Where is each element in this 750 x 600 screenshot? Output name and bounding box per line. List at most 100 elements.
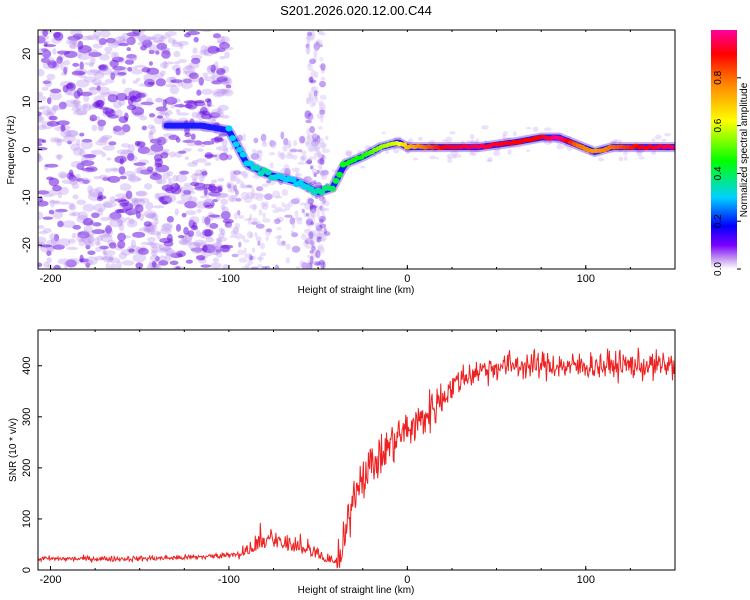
spectrogram-blob: [297, 161, 306, 165]
spectrogram-blob: [276, 216, 285, 223]
spectrogram-blob: [42, 30, 48, 37]
snr-y-tick-label: 400: [21, 357, 33, 375]
spectrogram-blob: [115, 66, 129, 71]
spectrogram-x-label: Height of straight line (km): [298, 285, 415, 296]
spectrogram-blob: [38, 124, 47, 131]
spectrogram-blob: [310, 204, 314, 208]
spectrogram-blob: [138, 227, 151, 232]
spectrogram-blob: [308, 91, 312, 99]
spectrogram-blob: [46, 239, 58, 245]
spectrogram-blob: [158, 243, 172, 251]
spectrogram-blob: [194, 246, 202, 254]
colorbar-ticks: 0.0 0.2 0.4 0.6 0.8: [713, 70, 741, 276]
spectrogram-blob: [66, 89, 79, 96]
spectrogram-blob: [173, 50, 181, 58]
spectrogram-blob: [310, 256, 315, 261]
spectrogram-blob: [270, 141, 277, 149]
spectrogram-blob: [216, 76, 228, 83]
spectrogram-blob: [62, 220, 76, 228]
spectrogram-blob: [168, 177, 173, 184]
spectrogram-blob: [179, 170, 189, 175]
spectrogram-blob: [295, 266, 301, 269]
spectrogram-blob: [106, 157, 112, 161]
spectrogram-blob: [204, 216, 211, 225]
spectrogram-blob: [310, 240, 315, 247]
spectrogram-blob: [306, 97, 310, 105]
spectrogram-blob: [109, 218, 123, 228]
spectrogram-blob: [218, 231, 225, 239]
spectrogram-blob: [164, 83, 177, 88]
spectrogram-blob: [618, 156, 624, 162]
snr-panel: -200 -100 0 100 0 100 200 300 400 Height of str…: [8, 329, 676, 596]
spectrogram-blob: [111, 168, 119, 173]
spectrogram-blob: [207, 46, 220, 54]
spectrogram-blob: [162, 222, 174, 229]
spectrogram-blob: [525, 126, 532, 130]
spectrogram-blob: [309, 204, 315, 212]
spectrogram-blob: [62, 85, 69, 93]
spectrogram-blob: [100, 216, 110, 222]
spectrogram-blob: [278, 243, 287, 247]
spectrogram-blob: [200, 251, 213, 257]
spectrogram-blob: [360, 165, 366, 169]
spectrogram-blob: [331, 169, 338, 173]
spectrogram-blob: [195, 255, 206, 261]
spectrogram-blob: [272, 209, 280, 214]
spectrogram-blob: [393, 136, 398, 141]
spectrogram-blob: [101, 152, 107, 158]
spectrogram-blob: [68, 203, 77, 211]
spectrogram-blob: [113, 130, 125, 136]
spectrogram-blob: [136, 92, 146, 98]
snr-frame: [37, 329, 676, 571]
ridge-cell: [671, 145, 675, 150]
spectrogram-blob: [216, 192, 229, 199]
spectrogram-blob: [160, 152, 169, 159]
spectrogram-blobs: [38, 30, 671, 269]
spectrogram-blob: [71, 232, 77, 239]
spectrogram-blob: [192, 247, 199, 252]
spectrogram-blob: [91, 212, 100, 219]
spectrogram-blob: [98, 37, 107, 45]
spectrogram-blob: [218, 104, 229, 111]
spectrogram-blob: [182, 139, 195, 143]
spectrogram-blob: [543, 127, 552, 132]
spectrogram-blob: [46, 250, 52, 256]
spectrogram-blob: [475, 138, 480, 142]
spectrogram-blob: [83, 76, 97, 83]
spectrogram-blob: [200, 264, 212, 268]
spectrogram-blob: [150, 249, 158, 257]
spectrogram-blob: [325, 135, 329, 141]
spectrogram-blob: [167, 37, 176, 44]
spectrogram-blob: [199, 106, 208, 115]
spectrogram-blob: [320, 172, 328, 180]
spectrogram-blob: [139, 115, 148, 121]
spectrogram-blob: [183, 226, 189, 236]
spectrogram-blob: [41, 86, 49, 91]
spectrogram-blob: [306, 97, 312, 104]
spectrogram-blob: [187, 230, 195, 237]
spectrogram-blob: [249, 232, 254, 239]
spectrogram-blob: [306, 47, 310, 55]
spectrogram-blob: [127, 67, 133, 72]
spectrogram-blob: [219, 55, 226, 60]
spectrogram-blob: [104, 46, 113, 53]
spectrogram-blob: [175, 266, 181, 269]
spectrogram-blob: [255, 236, 262, 242]
spectrogram-blob: [307, 236, 315, 245]
spectrogram-blob: [251, 247, 256, 253]
spectrogram-blob: [161, 148, 170, 153]
spectrogram-blob: [118, 166, 126, 175]
spectrogram-blob: [317, 138, 321, 147]
spectrogram-blob: [392, 147, 400, 154]
spectrogram-blob: [299, 136, 305, 144]
spectrogram-blob: [597, 157, 605, 162]
spectrogram-blob: [316, 152, 323, 159]
spectrogram-blob: [305, 140, 310, 148]
spectrogram-blob: [110, 167, 119, 171]
spectrogram-blob: [202, 244, 208, 253]
spectrogram-blob: [137, 146, 150, 155]
spectrogram-blob: [486, 159, 492, 162]
spectrogram-blob: [164, 96, 178, 105]
spectrogram-blob: [86, 69, 100, 76]
spectrogram-blob: [55, 154, 64, 159]
